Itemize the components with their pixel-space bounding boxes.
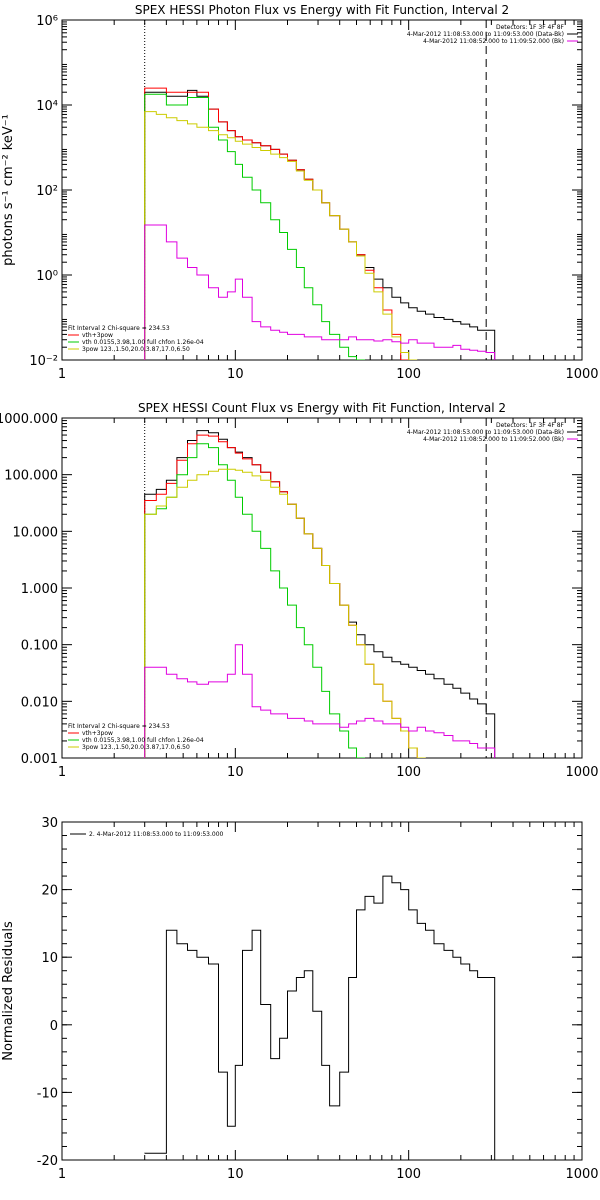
series-line-2 bbox=[144, 87, 410, 360]
series-line-5 bbox=[144, 644, 496, 758]
series-line-1 bbox=[144, 89, 496, 360]
plot-frame bbox=[61, 821, 583, 1161]
x-tick-label: 10 bbox=[227, 367, 244, 382]
x-axis: 1 10 100 1000 bbox=[58, 822, 599, 1182]
x-tick-label: 1 bbox=[58, 367, 66, 382]
y-axis: 10⁻² 10⁰ 10² 10⁴ 10⁶ bbox=[29, 14, 582, 369]
x-tick-label: 10 bbox=[227, 765, 244, 780]
series-group bbox=[144, 430, 496, 758]
x-tick-label: 100 bbox=[396, 765, 421, 780]
series-line-3 bbox=[144, 443, 365, 758]
legend-bottom-entry: 3pow 123.,1.50,20.0,3.87,17.0,6.50 bbox=[82, 346, 190, 353]
y-tick-label: 1000.000 bbox=[0, 412, 58, 427]
series-line-4 bbox=[144, 468, 426, 758]
legend-top: Detectors: 1F 3F 4F 8F4-Mar-2012 11:08:5… bbox=[407, 422, 578, 443]
y-tick-label: 0 bbox=[50, 1019, 58, 1034]
y-tick-label: 10.000 bbox=[13, 525, 59, 540]
y-tick-label: 20 bbox=[41, 884, 58, 899]
legend-bottom: Fit Interval 2 Chi-square = 234.53vth+3p… bbox=[68, 325, 204, 353]
legend-bottom-entry: Fit Interval 2 Chi-square = 234.53 bbox=[68, 723, 170, 730]
y-tick-label: 10 bbox=[41, 951, 58, 966]
legend-top-entry: Detectors: 1F 3F 4F 8F bbox=[496, 422, 565, 429]
y-tick-label: 10⁻² bbox=[29, 354, 58, 369]
x-axis: 1 10 100 1000 bbox=[58, 418, 599, 780]
series-line-4 bbox=[144, 111, 418, 360]
series-group bbox=[144, 875, 496, 1160]
x-tick-label: 1 bbox=[58, 1167, 66, 1182]
series-line-1 bbox=[144, 875, 496, 1160]
legend-top-entry: Detectors: 1F 3F 4F 8F bbox=[496, 24, 565, 31]
legend-entry: 2. 4-Mar-2012 11:08:53.000 to 11:09:53.0… bbox=[89, 831, 224, 838]
legend-bottom-entry: vth+3pow bbox=[82, 730, 113, 737]
chart-panel-3: 1 10 100 1000 -20 -10 0 10 20 30 Normalized Residu… bbox=[1, 816, 599, 1182]
legend-bottom: Fit Interval 2 Chi-square = 234.53vth+3p… bbox=[68, 723, 204, 751]
series-group bbox=[144, 87, 496, 360]
legend-bottom-entry: Fit Interval 2 Chi-square = 234.53 bbox=[68, 325, 170, 332]
series-line-3 bbox=[144, 93, 365, 360]
legend-top-entry: 4-Mar-2012 11:08:52.000 to 11:09:52.000 … bbox=[423, 436, 564, 443]
series-line-2 bbox=[144, 434, 426, 758]
x-tick-label: 1000 bbox=[565, 1167, 598, 1182]
x-tick-label: 1000 bbox=[565, 367, 598, 382]
chart-title: SPEX HESSI Photon Flux vs Energy with Fi… bbox=[135, 3, 509, 17]
y-axis-label: photons s⁻¹ cm⁻² keV⁻¹ bbox=[1, 114, 16, 266]
y-tick-label: -20 bbox=[37, 1154, 58, 1169]
legend: 2. 4-Mar-2012 11:08:53.000 to 11:09:53.0… bbox=[70, 831, 224, 838]
y-tick-label: 10⁰ bbox=[36, 269, 58, 284]
y-axis-label: Normalized Residuals bbox=[1, 921, 16, 1061]
y-tick-label: 30 bbox=[41, 816, 58, 831]
y-tick-label: 0.100 bbox=[21, 639, 58, 654]
x-tick-label: 10 bbox=[227, 1167, 244, 1182]
legend-bottom-entry: vth 0.0155,3.98,1.00 full chfon 1.26e-04 bbox=[82, 737, 204, 744]
y-tick-label: 10⁶ bbox=[36, 14, 58, 29]
y-axis: 0.001 0.010 0.100 1.000 10.000 100.000 1000.00… bbox=[0, 412, 582, 767]
legend-top-entry: 4-Mar-2012 11:08:52.000 to 11:09:52.000 … bbox=[423, 38, 564, 45]
legend-top: Detectors: 1F 3F 4F 8F4-Mar-2012 11:08:5… bbox=[407, 24, 578, 45]
chart-title: SPEX HESSI Count Flux vs Energy with Fit… bbox=[138, 401, 506, 415]
y-tick-label: 100.000 bbox=[4, 469, 58, 484]
x-tick-label: 100 bbox=[396, 367, 421, 382]
legend-bottom-entry: 3pow 123.,1.50,20.0,3.87,17.0,6.50 bbox=[82, 744, 190, 751]
x-tick-label: 1000 bbox=[565, 765, 598, 780]
chart-panel-1: SPEX HESSI Photon Flux vs Energy with Fi… bbox=[1, 3, 599, 382]
chart-panel-2: SPEX HESSI Count Flux vs Energy with Fit… bbox=[0, 401, 599, 780]
y-tick-label: 10² bbox=[36, 184, 58, 199]
series-line-5 bbox=[144, 224, 496, 360]
plot-frame bbox=[61, 417, 583, 759]
y-tick-label: 10⁴ bbox=[36, 99, 58, 114]
x-tick-label: 100 bbox=[396, 1167, 421, 1182]
y-tick-label: -10 bbox=[37, 1086, 58, 1101]
x-tick-label: 1 bbox=[58, 765, 66, 780]
y-axis: -20 -10 0 10 20 30 bbox=[37, 816, 582, 1169]
y-tick-label: 1.000 bbox=[21, 582, 58, 597]
legend-top-entry: 4-Mar-2012 11:08:53.000 to 11:09:53.000 … bbox=[407, 429, 564, 436]
legend-bottom-entry: vth 0.0155,3.98,1.00 full chfon 1.26e-04 bbox=[82, 339, 204, 346]
legend-top-entry: 4-Mar-2012 11:08:53.000 to 11:09:53.000 … bbox=[407, 31, 564, 38]
y-tick-label: 0.001 bbox=[21, 752, 58, 767]
legend-bottom-entry: vth+3pow bbox=[82, 332, 113, 339]
y-tick-label: 0.010 bbox=[21, 695, 58, 710]
